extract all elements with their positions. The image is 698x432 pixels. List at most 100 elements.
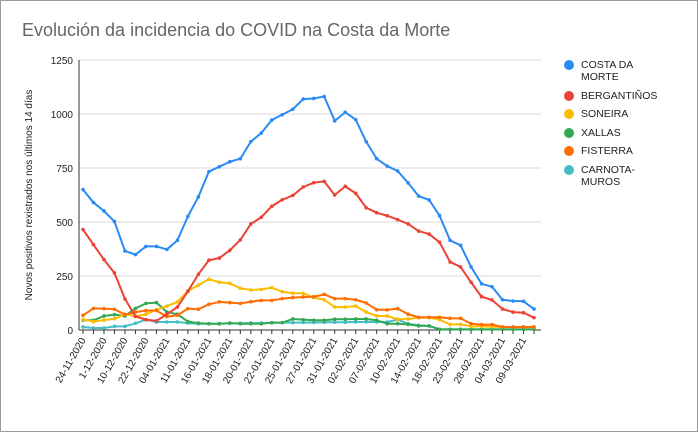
data-point: [290, 320, 295, 325]
data-point: [186, 319, 190, 324]
data-point: [374, 210, 379, 215]
data-point: [280, 197, 285, 202]
data-point: [81, 325, 85, 329]
data-point: [112, 219, 117, 224]
data-point: [427, 198, 431, 202]
data-point: [406, 222, 410, 226]
data-point: [458, 316, 463, 321]
data-point: [490, 298, 494, 302]
data-point: [144, 312, 148, 317]
data-point: [490, 327, 494, 332]
data-point: [532, 307, 536, 311]
data-point: [133, 321, 138, 326]
data-point: [91, 306, 96, 311]
data-point: [479, 281, 484, 286]
data-point: [290, 295, 295, 300]
data-point: [238, 301, 243, 306]
data-point: [521, 325, 526, 329]
data-point: [217, 321, 222, 326]
data-point: [374, 314, 379, 318]
data-point: [196, 283, 201, 287]
series-fisterra: [81, 292, 536, 329]
series-berganti-os: [81, 179, 536, 323]
data-point: [217, 280, 222, 285]
data-point: [322, 318, 327, 323]
data-point: [364, 205, 368, 210]
data-point: [207, 258, 211, 263]
data-point: [228, 321, 232, 325]
data-point: [364, 320, 368, 324]
y-tick-label: 1250: [51, 56, 74, 67]
data-point: [91, 200, 96, 205]
legend-marker-icon: [564, 60, 574, 70]
data-point: [500, 307, 505, 311]
legend-label: BERGANTIÑOS: [581, 89, 658, 102]
data-point: [427, 232, 431, 236]
data-point: [102, 314, 106, 318]
data-point: [353, 320, 358, 324]
data-point: [532, 325, 536, 329]
data-point: [301, 291, 306, 296]
data-point: [91, 242, 96, 247]
data-point: [395, 321, 400, 326]
data-point: [259, 287, 264, 292]
data-point: [81, 317, 85, 322]
data-point: [343, 317, 348, 322]
data-point: [207, 169, 211, 174]
data-point: [133, 252, 138, 257]
data-point: [144, 301, 148, 306]
data-point: [458, 322, 463, 327]
data-point: [479, 322, 484, 327]
data-point: [364, 317, 368, 321]
data-point: [259, 298, 264, 303]
data-point: [175, 313, 180, 318]
data-point: [332, 119, 337, 123]
legend-marker-icon: [564, 146, 574, 156]
data-point: [280, 296, 285, 301]
data-point: [374, 318, 379, 323]
data-point: [123, 324, 127, 329]
data-point: [175, 305, 180, 309]
legend-label: SONEIRA: [581, 108, 629, 120]
data-point: [311, 180, 316, 185]
data-point: [280, 289, 285, 294]
data-point: [102, 257, 106, 262]
data-point: [469, 324, 473, 329]
legend-item: XALLAS: [561, 127, 661, 139]
data-point: [416, 194, 421, 198]
data-point: [112, 307, 117, 312]
data-point: [81, 187, 85, 192]
data-point: [385, 314, 389, 318]
data-point: [469, 280, 473, 285]
data-point: [364, 310, 368, 314]
data-point: [322, 179, 327, 184]
data-point: [406, 317, 410, 321]
data-point: [437, 240, 442, 245]
data-point: [448, 260, 452, 264]
data-point: [196, 307, 201, 312]
data-point: [123, 297, 127, 301]
y-tick-label: 0: [67, 326, 73, 337]
data-point: [395, 169, 400, 173]
data-point: [343, 320, 348, 325]
legend-marker-icon: [564, 90, 574, 101]
data-point: [238, 286, 243, 291]
data-point: [290, 317, 295, 321]
data-point: [385, 308, 389, 312]
data-point: [469, 321, 473, 326]
data-point: [249, 321, 253, 326]
data-point: [102, 209, 106, 213]
data-point: [500, 297, 505, 302]
data-point: [332, 317, 337, 322]
data-point: [301, 320, 306, 325]
data-point: [91, 319, 96, 324]
data-point: [133, 306, 138, 311]
data-point: [437, 213, 442, 218]
data-point: [290, 107, 295, 112]
data-point: [311, 318, 316, 323]
data-point: [521, 299, 526, 304]
data-point: [196, 195, 201, 199]
data-point: [364, 139, 368, 144]
data-point: [353, 191, 358, 196]
data-point: [154, 319, 159, 323]
